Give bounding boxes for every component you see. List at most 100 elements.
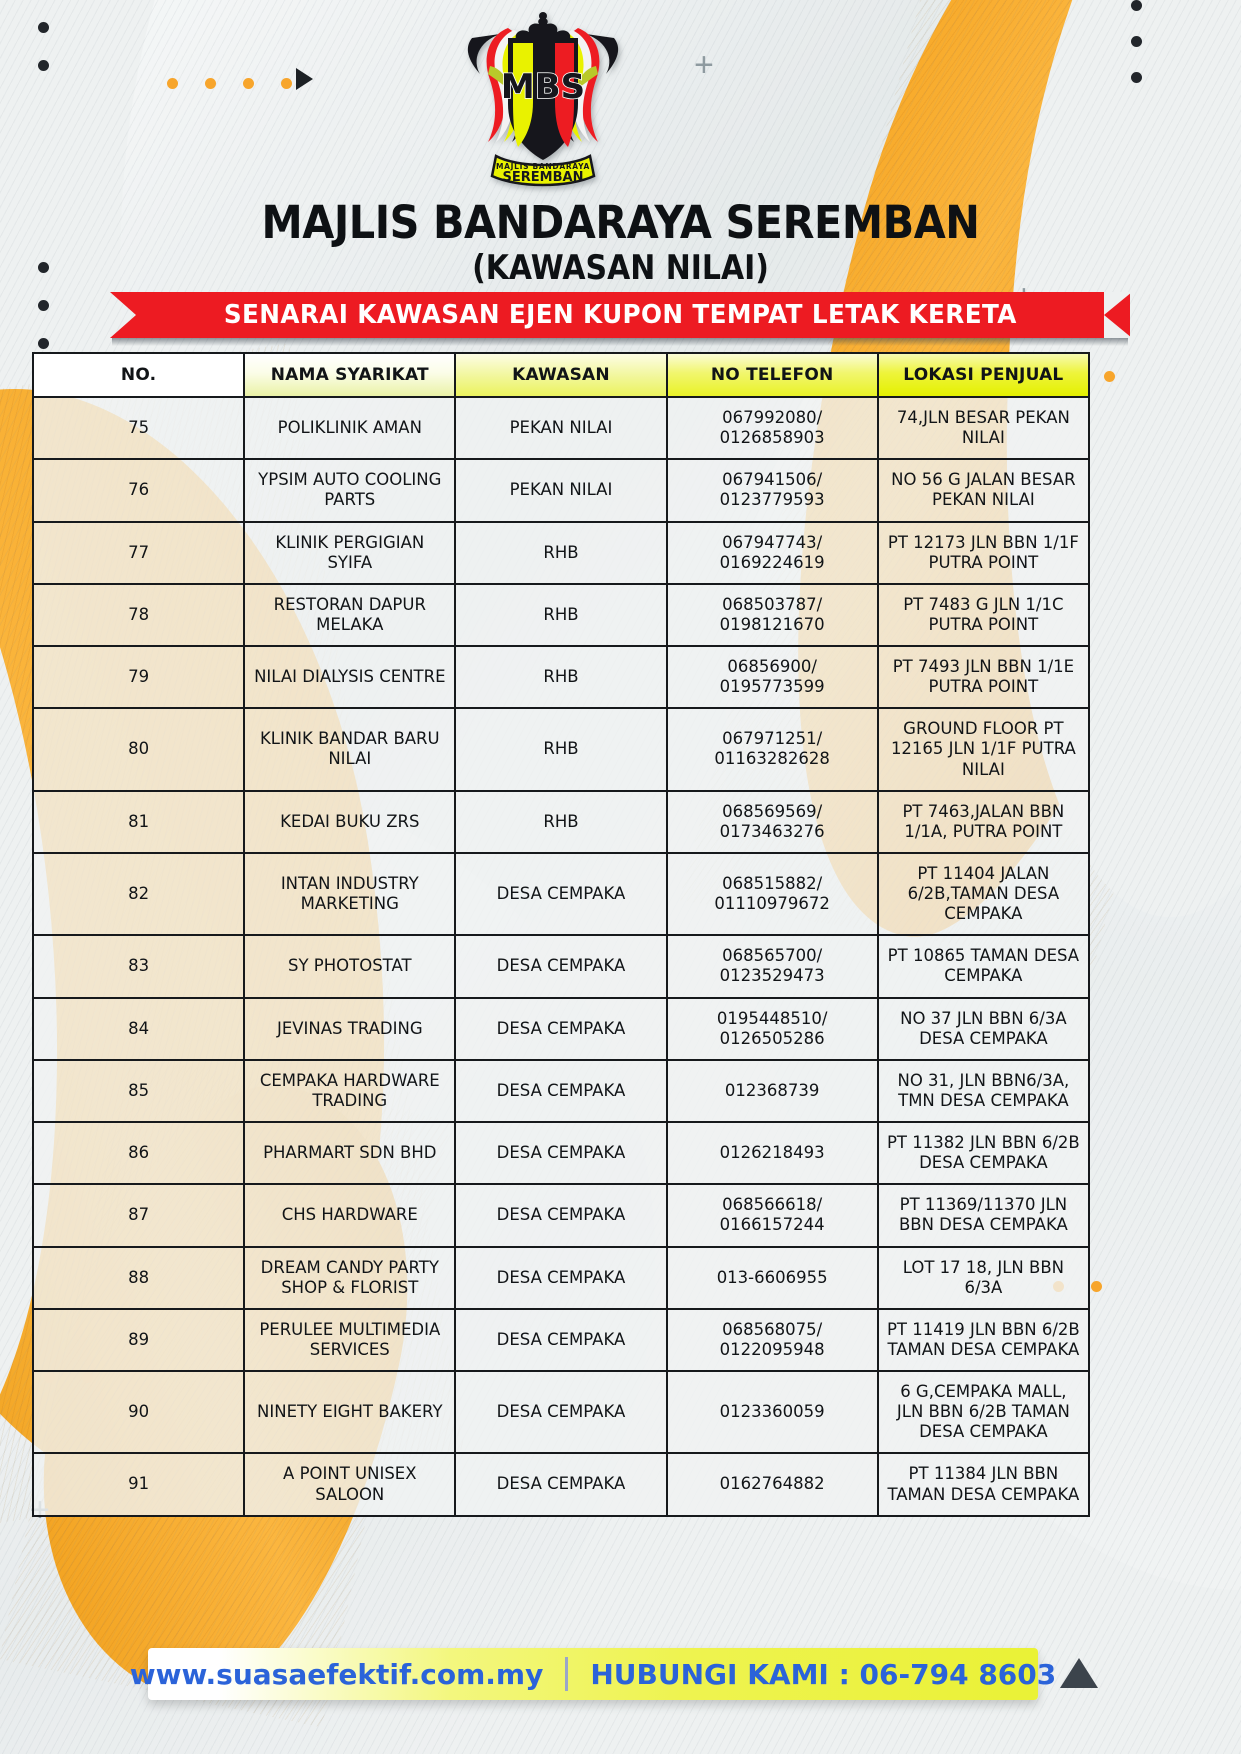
cell-no-telefon: 068503787/ 0198121670 — [665, 582, 879, 648]
table-header: NO. NAMA SYARIKAT KAWASAN NO TELEFON LOK… — [31, 352, 1091, 398]
table-row: 83 SY PHOTOSTAT DESA CEMPAKA 068565700/ 012… — [31, 934, 1091, 999]
cell-no-telefon: 067992080/ 0126858903 — [665, 395, 879, 461]
cell-no: 83 — [31, 934, 246, 999]
cell-no-telefon: 068568075/ 0122095948 — [665, 1307, 879, 1373]
cell-no-telefon: 06856900/ 0195773599 — [665, 644, 879, 710]
cell-nama-syarikat: DREAM CANDY PARTY SHOP & FLORIST — [243, 1245, 457, 1310]
cell-kawasan: RHB — [454, 644, 668, 710]
cell-lokasi-penjual: PT 11404 JALAN 6/2B,TAMAN DESA CEMPAKA — [876, 851, 1091, 937]
cell-no: 75 — [31, 395, 246, 461]
section-banner-label: SENARAI KAWASAN EJEN KUPON TEMPAT LETAK … — [223, 300, 1017, 330]
table-row: 79 NILAI DIALYSIS CENTRE RHB 06856900/ 0195… — [31, 644, 1091, 710]
table-row: 80 KLINIK BANDAR BARU NILAI RHB 067971251/ … — [31, 707, 1091, 792]
cell-no-telefon: 012368739 — [665, 1058, 879, 1124]
cell-nama-syarikat: RESTORAN DAPUR MELAKA — [243, 582, 457, 648]
cell-kawasan: PEKAN NILAI — [454, 458, 668, 523]
cell-kawasan: RHB — [454, 789, 668, 854]
table-row: 91 A POINT UNISEX SALOON DESA CEMPAKA 01627… — [31, 1452, 1091, 1517]
table-row: 81 KEDAI BUKU ZRS RHB 068569569/ 0173463276… — [31, 789, 1091, 854]
cell-no: 90 — [31, 1369, 246, 1455]
table-row: 75 POLIKLINIK AMAN PEKAN NILAI 067992080/ 0… — [31, 395, 1091, 461]
cell-no: 77 — [31, 520, 246, 585]
column-header-lokasi: LOKASI PENJUAL — [876, 352, 1091, 398]
cell-kawasan: RHB — [454, 520, 668, 585]
decor-dot-orange — [167, 78, 178, 89]
cell-no: 76 — [31, 458, 246, 523]
cell-nama-syarikat: JEVINAS TRADING — [243, 996, 457, 1061]
cell-nama-syarikat: SY PHOTOSTAT — [243, 934, 457, 999]
column-header-kawasan: KAWASAN — [454, 352, 668, 398]
table-row: 90 NINETY EIGHT BAKERY DESA CEMPAKA 0123360… — [31, 1369, 1091, 1455]
decor-dot-dark — [38, 60, 49, 71]
cell-no-telefon: 013-6606955 — [665, 1245, 879, 1310]
cell-lokasi-penjual: LOT 17 18, JLN BBN 6/3A — [876, 1245, 1091, 1310]
cell-kawasan: PEKAN NILAI — [454, 395, 668, 461]
cell-lokasi-penjual: NO 31, JLN BBN6/3A, TMN DESA CEMPAKA — [876, 1058, 1091, 1124]
cell-no-telefon: 0195448510/ 0126505286 — [665, 996, 879, 1061]
footer-contact-number[interactable]: HUBUNGI KAMI : 06-794 8603 — [590, 1657, 1057, 1691]
cell-lokasi-penjual: 6 G,CEMPAKA MALL, JLN BBN 6/2B TAMAN DES… — [876, 1369, 1091, 1455]
cell-no: 87 — [31, 1183, 246, 1248]
cell-nama-syarikat: CHS HARDWARE — [243, 1183, 457, 1248]
svg-text:MBS: MBS — [501, 67, 585, 107]
footer-website-link[interactable]: www.suasaefektif.com.my — [129, 1657, 544, 1691]
cell-nama-syarikat: NINETY EIGHT BAKERY — [243, 1369, 457, 1455]
table-row: 88 DREAM CANDY PARTY SHOP & FLORIST DESA C… — [31, 1245, 1091, 1310]
cell-no: 78 — [31, 582, 246, 648]
plus-mark-icon: + — [694, 46, 714, 84]
cell-kawasan: DESA CEMPAKA — [454, 1120, 668, 1186]
cell-lokasi-penjual: PT 12173 JLN BBN 1/1F PUTRA POINT — [876, 520, 1091, 585]
table-row: 84 JEVINAS TRADING DESA CEMPAKA 0195448510/… — [31, 996, 1091, 1061]
cell-kawasan: DESA CEMPAKA — [454, 1245, 668, 1310]
decor-dot-orange — [1104, 371, 1115, 382]
cell-no-telefon: 068565700/ 0123529473 — [665, 934, 879, 999]
table-row: 87 CHS HARDWARE DESA CEMPAKA 068566618/ 016… — [31, 1183, 1091, 1248]
decor-dot-dark — [38, 300, 49, 311]
cell-lokasi-penjual: PT 11384 JLN BBN TAMAN DESA CEMPAKA — [876, 1452, 1091, 1517]
cell-nama-syarikat: POLIKLINIK AMAN — [243, 395, 457, 461]
footer-contact-bar: www.suasaefektif.com.my HUBUNGI KAMI : 0… — [130, 1648, 1056, 1700]
cell-lokasi-penjual: PT 11382 JLN BBN 6/2B DESA CEMPAKA — [876, 1120, 1091, 1186]
decor-dot-dark — [38, 22, 49, 33]
cell-no-telefon: 067947743/ 0169224619 — [665, 520, 879, 585]
cell-nama-syarikat: PHARMART SDN BHD — [243, 1120, 457, 1186]
cell-no-telefon: 0162764882 — [665, 1452, 879, 1517]
cell-kawasan: DESA CEMPAKA — [454, 1183, 668, 1248]
cell-nama-syarikat: PERULEE MULTIMEDIA SERVICES — [243, 1307, 457, 1373]
cell-nama-syarikat: YPSIM AUTO COOLING PARTS — [243, 458, 457, 523]
cell-lokasi-penjual: PT 7463,JALAN BBN 1/1A, PUTRA POINT — [876, 789, 1091, 854]
decor-dot-dark — [1131, 36, 1142, 47]
play-triangle-icon — [296, 68, 313, 90]
cell-lokasi-penjual: PT 7483 G JLN 1/1C PUTRA POINT — [876, 582, 1091, 648]
table-row: 82 INTAN INDUSTRY MARKETING DESA CEMPAKA 06… — [31, 851, 1091, 937]
table-row: 85 CEMPAKA HARDWARE TRADING DESA CEMPAKA 01… — [31, 1058, 1091, 1124]
up-triangle-icon — [1060, 1658, 1098, 1688]
banner-shadow — [112, 338, 1128, 346]
cell-no: 91 — [31, 1452, 246, 1517]
cell-nama-syarikat: INTAN INDUSTRY MARKETING — [243, 851, 457, 937]
decor-dot-orange — [1091, 1281, 1102, 1292]
decor-dot-dark — [38, 338, 49, 349]
cell-lokasi-penjual: NO 56 G JALAN BESAR PEKAN NILAI — [876, 458, 1091, 523]
cell-no: 85 — [31, 1058, 246, 1124]
cell-no-telefon: 067941506/ 0123779593 — [665, 458, 879, 523]
cell-no: 86 — [31, 1120, 246, 1186]
decor-dot-orange — [243, 78, 254, 89]
decor-dot-orange — [281, 78, 292, 89]
page-title: MAJLIS BANDARAYA SEREMBAN — [261, 196, 980, 249]
cell-lokasi-penjual: PT 11369/11370 JLN BBN DESA CEMPAKA — [876, 1183, 1091, 1248]
svg-text:MAJLIS BANDARAYA: MAJLIS BANDARAYA — [496, 162, 590, 171]
decor-dot-dark — [1131, 0, 1142, 11]
cell-lokasi-penjual: PT 10865 TAMAN DESA CEMPAKA — [876, 934, 1091, 999]
cell-kawasan: DESA CEMPAKA — [454, 996, 668, 1061]
decor-dot-dark — [38, 262, 49, 273]
cell-no: 81 — [31, 789, 246, 854]
cell-nama-syarikat: NILAI DIALYSIS CENTRE — [243, 644, 457, 710]
cell-nama-syarikat: KLINIK PERGIGIAN SYIFA — [243, 520, 457, 585]
cell-nama-syarikat: CEMPAKA HARDWARE TRADING — [243, 1058, 457, 1124]
cell-lokasi-penjual: 74,JLN BESAR PEKAN NILAI — [876, 395, 1091, 461]
table-row: 78 RESTORAN DAPUR MELAKA RHB 068503787/ 019… — [31, 582, 1091, 648]
cell-kawasan: RHB — [454, 582, 668, 648]
cell-no-telefon: 0126218493 — [665, 1120, 879, 1186]
